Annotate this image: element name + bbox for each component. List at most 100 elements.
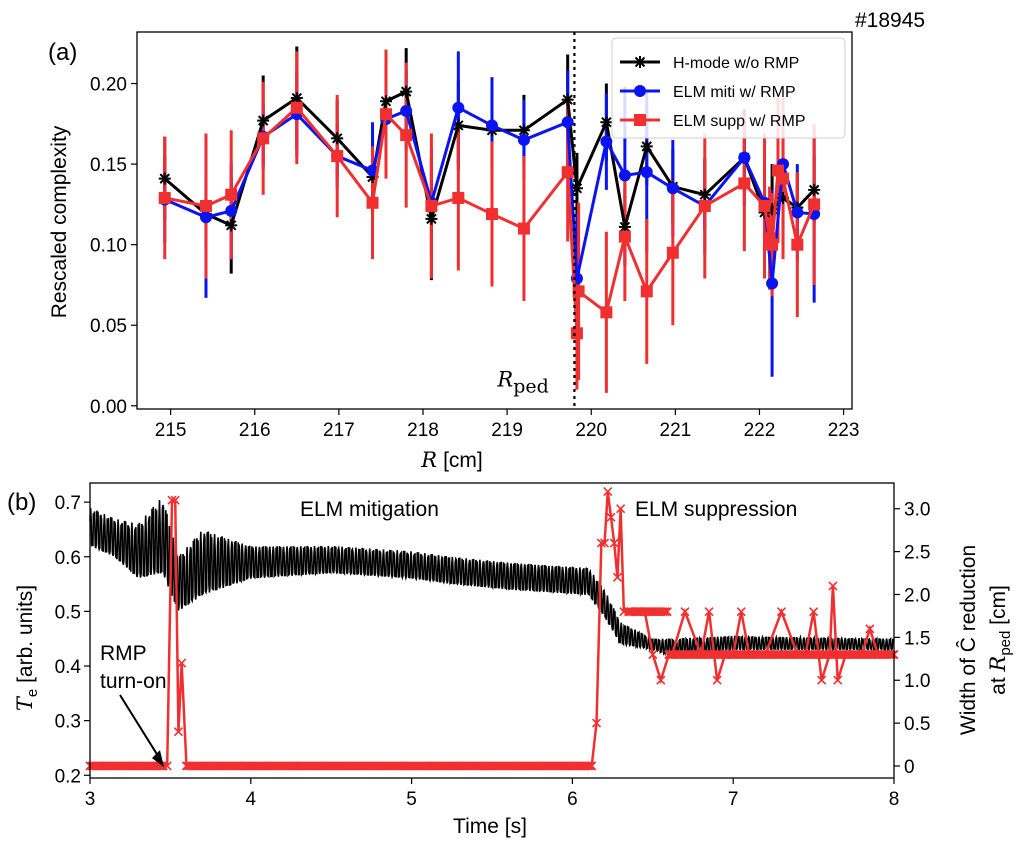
width-marker — [736, 607, 746, 617]
width-marker — [596, 538, 606, 548]
elm-suppression-label: ELM suppression — [635, 498, 797, 521]
x-tick-label: 217 — [323, 420, 355, 441]
data-point — [331, 150, 344, 163]
x-tick-label: 5 — [406, 789, 417, 810]
data-point — [758, 200, 771, 212]
data-point — [225, 219, 238, 232]
data-point — [698, 200, 711, 212]
elm-mitigation-label: ELM mitigation — [300, 498, 439, 521]
right-tick-label: 0.5 — [904, 714, 930, 735]
width-marker — [156, 761, 166, 771]
data-point — [561, 166, 574, 179]
data-point — [738, 151, 751, 164]
y-tick-label: 0.4 — [55, 657, 82, 678]
panel-a-label: (a) — [48, 39, 77, 66]
data-point — [618, 230, 631, 243]
data-point — [257, 132, 270, 145]
data-point — [425, 200, 438, 212]
legend-marker — [634, 56, 646, 68]
width-line — [90, 491, 894, 768]
width-marker — [809, 607, 819, 617]
series-line — [164, 105, 815, 284]
x-tick-label: 215 — [155, 420, 187, 441]
panel-b-right-ticks: 0 0.5 1.0 1.5 2.0 2.5 3.0 — [894, 500, 930, 778]
y-tick-label: 0.00 — [90, 397, 127, 418]
data-point — [517, 222, 530, 235]
panel-a-x-ticks: 215 216 217 218 219 220 221 222 223 — [155, 409, 859, 441]
panel-b-x-label: Time [s] — [453, 815, 527, 838]
data-point — [698, 188, 711, 201]
legend-label: H-mode w/o RMP — [673, 55, 799, 72]
data-point — [666, 182, 679, 195]
panel-b-chart: 3 4 5 6 7 8 0.2 0.3 0.4 0.5 0.6 0.7 0 0.5 1.0 1.5 2.0 2… — [13, 482, 1014, 838]
r-ped-label: Rped — [496, 367, 548, 397]
legend-marker — [634, 85, 646, 97]
y-tick-label: 0.10 — [90, 236, 127, 257]
data-point — [158, 172, 171, 185]
x-tick-label: 3 — [85, 789, 96, 810]
data-point — [618, 169, 631, 182]
panel-a-frame — [136, 31, 853, 410]
data-point — [452, 191, 465, 204]
data-point — [452, 101, 465, 114]
panel-a-x-label: R [cm] — [420, 448, 482, 472]
data-point — [400, 129, 413, 142]
rmp-label-line1: RMP — [100, 642, 147, 665]
width-marker — [817, 675, 827, 685]
series-2-line — [158, 101, 821, 290]
y-tick-label: 0.3 — [55, 712, 81, 733]
width-marker — [648, 649, 658, 660]
x-tick-label: 220 — [575, 420, 607, 441]
width-marker — [828, 581, 838, 591]
x-tick-label: 222 — [744, 420, 776, 441]
y-tick-label: 0.15 — [90, 155, 127, 176]
x-tick-label: 7 — [728, 789, 739, 810]
data-point — [808, 183, 821, 196]
data-point — [290, 101, 303, 114]
te-trace — [89, 499, 895, 658]
width-marker — [660, 607, 670, 617]
legend-marker — [634, 114, 646, 126]
data-point — [640, 285, 653, 298]
width-marker — [888, 649, 898, 660]
right-tick-label: 3.0 — [904, 500, 930, 521]
legend-item: ELM miti w/ RMP — [620, 84, 796, 101]
data-point — [570, 182, 583, 195]
panel-a-y-label: Rescaled complexity — [48, 125, 71, 318]
y-tick-label: 0.20 — [90, 75, 127, 96]
arrow-shaft — [119, 694, 161, 760]
width-marker — [603, 487, 613, 497]
panel-b-frame — [89, 482, 895, 779]
width-marker — [585, 761, 595, 771]
width-marker — [591, 718, 602, 728]
width-marker — [173, 727, 184, 737]
width-marker — [662, 607, 672, 617]
y-tick-label: 0.7 — [55, 493, 81, 514]
width-marker — [587, 761, 597, 771]
data-point — [400, 104, 413, 117]
width-marker — [680, 607, 690, 617]
data-point — [225, 188, 238, 201]
width-marker — [170, 495, 180, 505]
data-point — [791, 206, 804, 219]
panel-a-chart: 215 216 217 218 219 220 221 222 223 0.00 0.05 0.10… — [48, 31, 859, 472]
data-point — [640, 140, 653, 153]
legend-label: ELM miti w/ RMP — [673, 84, 796, 101]
data-point — [561, 116, 574, 129]
data-point — [766, 238, 779, 251]
data-point — [570, 327, 583, 340]
legend-item: H-mode w/o RMP — [620, 55, 799, 72]
data-point — [199, 211, 212, 224]
width-marker — [776, 607, 787, 617]
width-marker — [865, 624, 875, 634]
width-marker — [177, 658, 187, 668]
data-point — [600, 135, 613, 148]
data-point — [777, 172, 790, 185]
x-tick-label: 8 — [889, 789, 900, 810]
data-point — [666, 246, 679, 259]
y-tick-label: 0.5 — [55, 602, 81, 623]
data-point — [791, 238, 804, 251]
data-point — [600, 116, 613, 129]
y-tick-label: 0.6 — [55, 548, 81, 569]
